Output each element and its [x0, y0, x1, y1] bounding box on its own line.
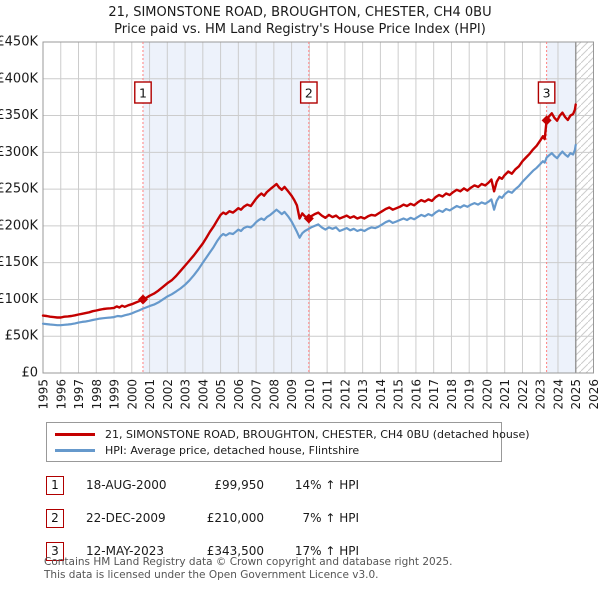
page-subtitle: Price paid vs. HM Land Registry's House …	[114, 22, 486, 37]
plot-border	[42, 41, 594, 374]
sale-marker-box-3	[537, 81, 556, 104]
property-series-line	[41, 103, 577, 319]
svg-text:£450K: £450K	[0, 35, 38, 50]
svg-text:2004: 2004	[196, 379, 210, 410]
property-line-swatch	[55, 432, 95, 436]
svg-text:2001: 2001	[143, 379, 157, 410]
sale-point-3	[541, 115, 552, 126]
svg-text:2: 2	[305, 86, 313, 101]
svg-text:2026: 2026	[587, 379, 600, 410]
sale-point-markers	[137, 115, 552, 305]
svg-text:2013: 2013	[356, 379, 370, 410]
svg-text:£350K: £350K	[0, 108, 38, 123]
sale-date: 22-DEC-2009	[86, 511, 166, 525]
svg-text:2003: 2003	[179, 379, 193, 410]
svg-text:2022: 2022	[516, 379, 530, 410]
sale-number-badge: 1	[46, 476, 64, 495]
svg-text:2011: 2011	[321, 379, 335, 410]
price-history-chart: 1 2 3£0£50K£100K£150K£200K£250K£300K£350K£…	[0, 35, 600, 410]
svg-text:£400K: £400K	[0, 71, 38, 86]
sale-price: £99,950	[214, 478, 264, 492]
svg-text:£150K: £150K	[0, 255, 38, 270]
sale-number-badge: 2	[46, 509, 64, 528]
svg-text:2016: 2016	[409, 379, 423, 410]
svg-text:2015: 2015	[392, 379, 406, 410]
y-axis-labels: £0 £50K £100K £150K £200K £250K £300K £350K £400…	[0, 35, 38, 381]
sale-row-3: 3 12-MAY-2023 £343,500 17% ↑ HPI	[46, 542, 446, 575]
svg-text:2019: 2019	[463, 379, 477, 410]
svg-text:2025: 2025	[569, 379, 583, 410]
svg-text:£200K: £200K	[0, 218, 38, 233]
ownership-shading	[142, 42, 594, 373]
sale-price: £210,000	[206, 511, 264, 525]
svg-text:2006: 2006	[232, 379, 246, 410]
svg-text:£50K: £50K	[5, 329, 39, 344]
svg-text:1999: 1999	[108, 379, 122, 410]
svg-text:2005: 2005	[214, 379, 228, 410]
svg-text:2017: 2017	[427, 379, 441, 410]
svg-text:1: 1	[139, 86, 147, 101]
sales-table: 1 18-AUG-2000 £99,950 14% ↑ HPI 2 22-DEC…	[46, 476, 446, 575]
svg-text:2012: 2012	[338, 379, 352, 410]
future-hatch-region	[575, 42, 594, 373]
sale-hpi-change: 7% ↑ HPI	[302, 511, 359, 525]
sale-marker-labels: 1 2 3	[134, 81, 556, 104]
sale-row-1: 1 18-AUG-2000 £99,950 14% ↑ HPI	[46, 476, 446, 509]
legend-item-hpi: HPI: Average price, detached house, Flin…	[55, 442, 493, 458]
svg-text:£100K: £100K	[0, 292, 38, 307]
sale-marker-box-2	[299, 81, 318, 104]
svg-text:2010: 2010	[303, 379, 317, 410]
sale-row-2: 2 22-DEC-2009 £210,000 7% ↑ HPI	[46, 509, 446, 542]
sale-number-badge: 3	[46, 542, 64, 561]
svg-text:2009: 2009	[285, 379, 299, 410]
svg-text:£250K: £250K	[0, 182, 38, 197]
svg-text:2002: 2002	[161, 379, 175, 410]
license-line-1: Contains HM Land Registry data © Crown c…	[44, 556, 453, 568]
svg-text:2018: 2018	[445, 379, 459, 410]
sale-price: £343,500	[206, 544, 264, 558]
legend-item-property: 21, SIMONSTONE ROAD, BROUGHTON, CHESTER,…	[55, 426, 530, 442]
x-axis-labels: 1995 1996 1997 1998 1999 2000 2001 2002 2003 2004…	[37, 379, 600, 410]
svg-text:2000: 2000	[125, 379, 139, 410]
svg-text:1995: 1995	[37, 379, 51, 410]
legend-label-property: 21, SIMONSTONE ROAD, BROUGHTON, CHESTER,…	[105, 427, 530, 441]
license-line-2: This data is licensed under the Open Gov…	[44, 568, 379, 581]
legend-label-hpi: HPI: Average price, detached house, Flin…	[105, 443, 360, 457]
svg-text:1996: 1996	[54, 379, 68, 410]
gridlines	[42, 41, 594, 374]
svg-text:3: 3	[543, 86, 551, 101]
hpi-series-line	[41, 143, 577, 327]
svg-text:2007: 2007	[250, 379, 264, 410]
svg-text:1997: 1997	[72, 379, 86, 410]
svg-text:2014: 2014	[374, 379, 388, 410]
hpi-line-swatch	[55, 448, 95, 452]
page-title: 21, SIMONSTONE ROAD, BROUGHTON, CHESTER,…	[108, 5, 492, 20]
sale-hpi-change: 17% ↑ HPI	[294, 544, 359, 558]
license-note: Contains HM Land Registry data © Crown c…	[44, 556, 452, 581]
sale-hpi-change: 14% ↑ HPI	[294, 478, 359, 492]
svg-text:2024: 2024	[551, 379, 565, 410]
sale-point-1	[137, 294, 148, 305]
svg-text:2021: 2021	[498, 379, 512, 410]
sale-point-2	[303, 213, 314, 224]
svg-text:2020: 2020	[480, 379, 494, 410]
svg-text:2023: 2023	[534, 379, 548, 410]
svg-text:2008: 2008	[267, 379, 281, 410]
sale-marker-lines	[142, 42, 548, 373]
svg-text:£300K: £300K	[0, 145, 38, 160]
chart-legend: 21, SIMONSTONE ROAD, BROUGHTON, CHESTER,…	[46, 422, 530, 462]
svg-text:1998: 1998	[90, 379, 104, 410]
sale-date: 12-MAY-2023	[86, 544, 165, 558]
sale-date: 18-AUG-2000	[86, 478, 167, 492]
svg-text:£0: £0	[21, 366, 38, 381]
sale-marker-box-1	[134, 81, 152, 104]
